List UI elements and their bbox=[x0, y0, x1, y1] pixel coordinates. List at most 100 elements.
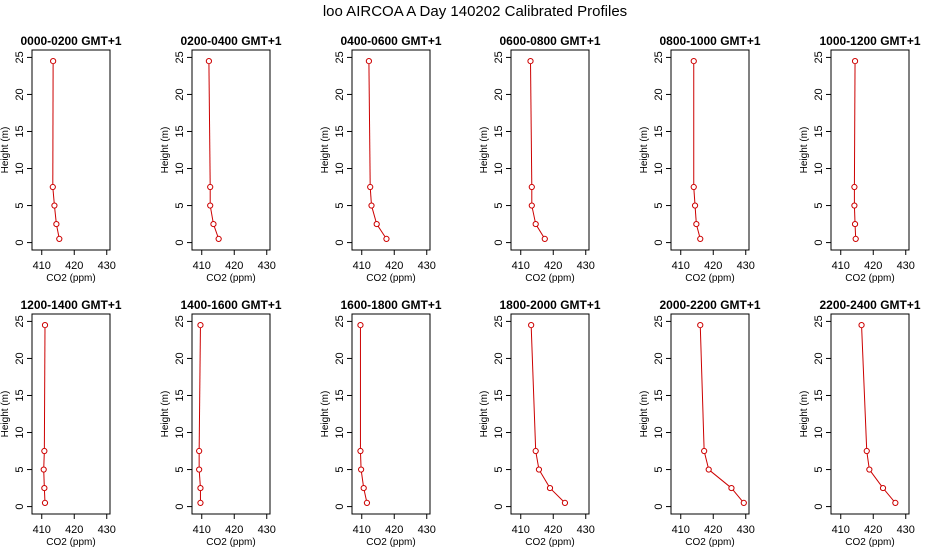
y-tick-label: 15 bbox=[334, 125, 346, 137]
x-tick-label: 430 bbox=[577, 260, 595, 272]
x-tick-label: 430 bbox=[737, 260, 755, 272]
series-line-segment bbox=[371, 205, 378, 225]
y-tick-label: 20 bbox=[813, 352, 825, 364]
data-point bbox=[367, 183, 374, 191]
y-tick-label: 10 bbox=[334, 426, 346, 438]
y-axis-label: Height (m) bbox=[479, 127, 490, 174]
plot-frame bbox=[31, 313, 111, 515]
y-tick-label: 20 bbox=[493, 88, 505, 100]
data-point bbox=[41, 322, 49, 329]
chart-panel: 2000-2200 GMT+1 410 420 430 0 5 10 15 20 25 CO2 (p… bbox=[639, 298, 761, 548]
y-tick-label: 5 bbox=[813, 202, 825, 208]
y-tick-label: 0 bbox=[14, 240, 26, 246]
x-axis-label: CO2 (ppm) bbox=[845, 537, 894, 548]
data-point bbox=[357, 322, 364, 329]
x-tick-label: 410 bbox=[832, 524, 850, 536]
chart-panel: 0800-1000 GMT+1 410 420 430 0 5 10 15 20 25 CO2 (p… bbox=[639, 34, 761, 284]
y-tick-label: 20 bbox=[493, 352, 505, 364]
x-tick-label: 430 bbox=[418, 524, 436, 536]
y-tick-label: 10 bbox=[493, 426, 505, 438]
series-line-segment bbox=[868, 469, 884, 489]
y-tick-label: 5 bbox=[14, 202, 26, 208]
data-point bbox=[866, 466, 873, 473]
chart-panel: 1800-2000 GMT+1 410 420 430 0 5 10 15 20 25 CO2 (p… bbox=[479, 298, 601, 548]
x-tick-label: 420 bbox=[225, 524, 243, 536]
y-tick-label: 20 bbox=[653, 88, 665, 100]
x-tick-label: 430 bbox=[258, 524, 276, 536]
y-axis-label: Height (m) bbox=[639, 391, 650, 438]
data-point bbox=[693, 220, 700, 228]
y-tick-label: 25 bbox=[14, 315, 26, 327]
data-point bbox=[365, 58, 372, 65]
x-tick-label: 420 bbox=[864, 524, 882, 536]
series-line-segment bbox=[43, 325, 46, 452]
data-point bbox=[41, 447, 48, 455]
y-tick-label: 15 bbox=[493, 125, 505, 137]
data-point bbox=[197, 499, 204, 506]
data-point bbox=[705, 466, 712, 473]
y-tick-label: 10 bbox=[14, 426, 26, 438]
series-line-segment bbox=[209, 205, 214, 225]
panel-title: 1000-1200 GMT+1 bbox=[819, 34, 920, 48]
series-line-segment bbox=[538, 469, 551, 489]
x-tick-label: 410 bbox=[353, 524, 371, 536]
y-tick-label: 10 bbox=[813, 162, 825, 174]
series-line-segment bbox=[549, 487, 566, 504]
y-tick-label: 15 bbox=[14, 125, 26, 137]
y-tick-label: 25 bbox=[493, 315, 505, 327]
data-point bbox=[56, 235, 63, 242]
data-point bbox=[851, 220, 859, 228]
data-point bbox=[541, 235, 548, 242]
y-tick-label: 5 bbox=[653, 466, 665, 472]
x-tick-label: 420 bbox=[704, 260, 722, 272]
y-tick-label: 0 bbox=[334, 504, 346, 510]
y-tick-label: 0 bbox=[493, 504, 505, 510]
chart-panel: 0600-0800 GMT+1 410 420 430 0 5 10 15 20 25 CO2 (p… bbox=[479, 34, 601, 284]
x-tick-label: 430 bbox=[98, 524, 116, 536]
y-axis-label: Height (m) bbox=[160, 127, 171, 174]
data-point bbox=[690, 58, 697, 65]
y-tick-label: 15 bbox=[14, 389, 26, 401]
x-tick-label: 420 bbox=[385, 524, 403, 536]
y-tick-label: 10 bbox=[813, 426, 825, 438]
x-tick-label: 420 bbox=[544, 260, 562, 272]
series-line-segment bbox=[530, 325, 537, 452]
y-tick-label: 20 bbox=[334, 88, 346, 100]
series-line-segment bbox=[208, 61, 211, 188]
y-tick-label: 15 bbox=[653, 125, 665, 137]
plot-frame bbox=[191, 313, 271, 515]
y-tick-label: 25 bbox=[174, 51, 186, 63]
chart-panel: 1200-1400 GMT+1 410 420 430 0 5 10 15 20 25 CO2 (p… bbox=[0, 298, 122, 548]
x-tick-label: 420 bbox=[544, 524, 562, 536]
y-tick-label: 5 bbox=[174, 466, 186, 472]
series-line-segment bbox=[731, 487, 745, 504]
panel-title: 0800-1000 GMT+1 bbox=[659, 34, 760, 48]
x-tick-label: 410 bbox=[33, 524, 51, 536]
x-tick-label: 410 bbox=[512, 524, 530, 536]
x-tick-label: 420 bbox=[65, 260, 83, 272]
chart-panel: 0400-0600 GMT+1 410 420 430 0 5 10 15 20 25 CO2 (p… bbox=[320, 34, 442, 284]
y-tick-label: 25 bbox=[653, 51, 665, 63]
data-point bbox=[528, 202, 535, 209]
y-tick-label: 20 bbox=[14, 352, 26, 364]
series-line-segment bbox=[708, 469, 732, 489]
y-axis-label: Height (m) bbox=[160, 391, 171, 438]
data-point bbox=[196, 466, 203, 473]
y-axis-label: Height (m) bbox=[320, 127, 331, 174]
data-point bbox=[373, 220, 380, 228]
x-tick-label: 410 bbox=[193, 260, 211, 272]
y-tick-label: 0 bbox=[493, 240, 505, 246]
data-point bbox=[740, 499, 747, 506]
data-point bbox=[207, 202, 214, 209]
panel-title: 0600-0800 GMT+1 bbox=[499, 34, 600, 48]
y-tick-label: 25 bbox=[813, 51, 825, 63]
data-point bbox=[863, 447, 870, 455]
y-tick-label: 5 bbox=[493, 202, 505, 208]
y-tick-label: 5 bbox=[14, 466, 26, 472]
x-tick-label: 420 bbox=[704, 524, 722, 536]
data-point bbox=[358, 466, 365, 473]
data-point bbox=[40, 466, 47, 473]
y-tick-label: 20 bbox=[653, 352, 665, 364]
x-tick-label: 430 bbox=[98, 260, 116, 272]
plot-frame bbox=[351, 49, 431, 251]
